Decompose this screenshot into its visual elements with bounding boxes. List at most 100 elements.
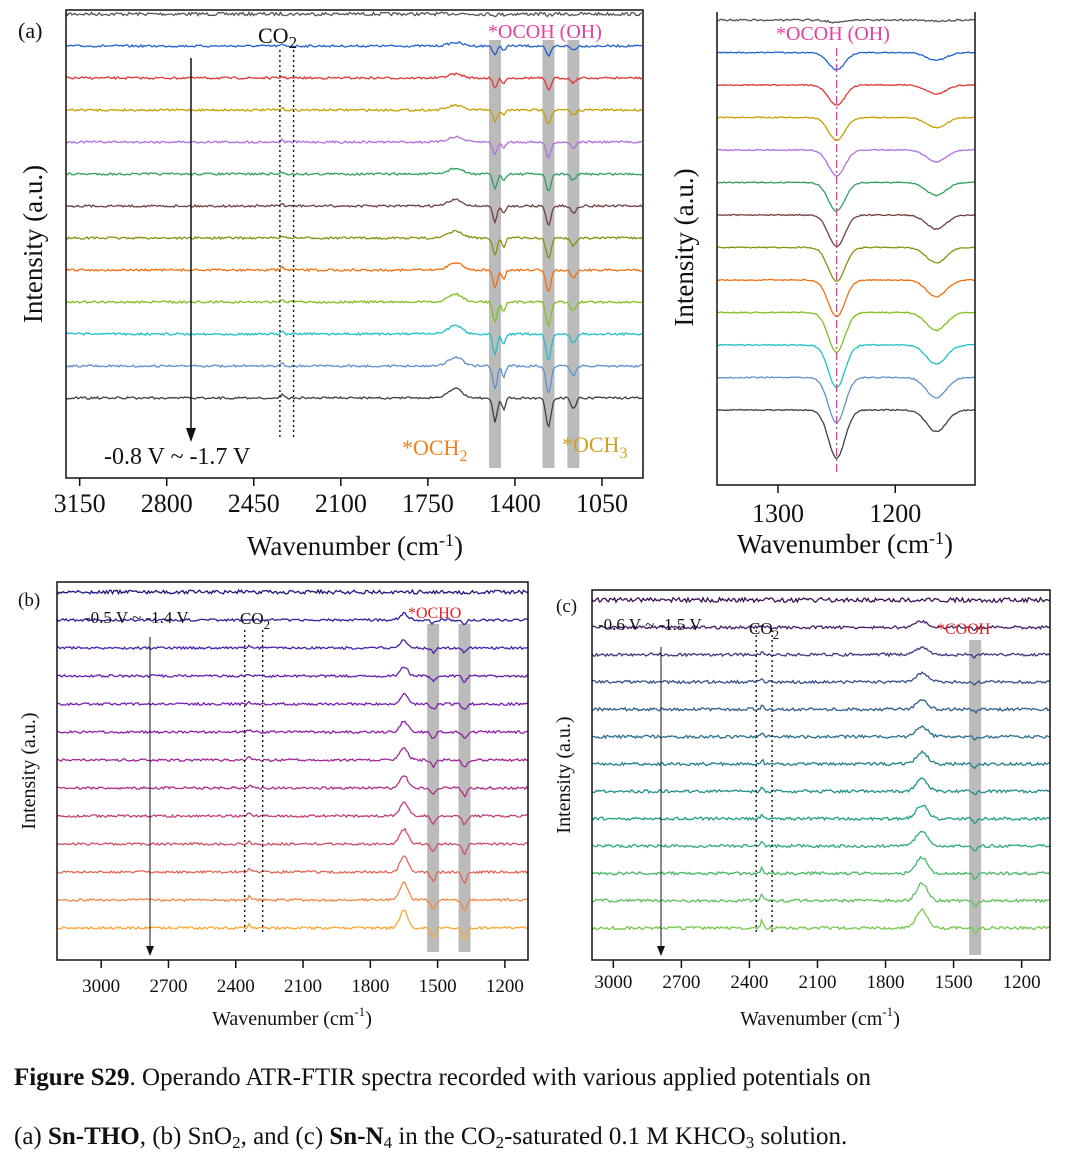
caption-sub: 3 <box>745 1133 755 1152</box>
spectrum-trace <box>716 311 976 354</box>
spectrum-trace <box>716 408 976 459</box>
arrow-head <box>146 946 154 956</box>
spectrum-trace <box>591 619 1050 632</box>
spectrum-trace <box>65 135 643 159</box>
spectrum-trace <box>65 72 643 91</box>
caption-line-1: Figure S29. Operando ATR-FTIR spectra re… <box>14 1063 871 1093</box>
x-axis-label: Wavenumber (cm-1) <box>737 528 953 559</box>
spectrum-trace <box>65 229 643 260</box>
co2-label-b: CO2 <box>240 609 270 632</box>
caption-sub: 4 <box>383 1133 393 1152</box>
spectrum-trace <box>591 645 1050 659</box>
cooh-label: *COOH <box>937 621 991 638</box>
spectrum-trace <box>716 376 976 424</box>
spectrum-trace <box>716 116 976 141</box>
subscript: 3 <box>619 445 627 462</box>
spectrum-trace <box>716 83 976 106</box>
caption-rest2: -saturated 0.1 M KHCO <box>504 1123 746 1150</box>
subscript: 2 <box>264 617 271 632</box>
y-axis-label: Intensity (a.u.) <box>18 165 48 323</box>
x-tick-label: 2100 <box>798 972 836 993</box>
spectrum-trace <box>591 907 1050 935</box>
caption-sub: 2 <box>495 1133 505 1152</box>
arrow-head <box>186 428 196 442</box>
spectrum-trace <box>56 611 529 626</box>
x-tick-label: 1300 <box>752 499 804 528</box>
spectrum-trace <box>56 639 529 655</box>
co2-label-a: CO2 <box>258 23 297 52</box>
spectrum-trace <box>57 827 529 856</box>
panel-label: (a) <box>18 18 42 43</box>
spectrum-trace <box>591 698 1050 715</box>
spectrum-trace <box>65 261 643 293</box>
spectrum-trace <box>56 666 529 683</box>
plot-frame <box>591 589 1051 961</box>
x-tick-label: 3150 <box>54 489 106 518</box>
caption-a: (a) <box>14 1123 48 1150</box>
spectrum-trace <box>716 51 976 71</box>
spectrum-trace <box>56 720 529 739</box>
spectrum-trace <box>56 855 529 885</box>
caption-figure-label: Figure S29 <box>14 1064 130 1091</box>
spectrum-trace <box>65 386 642 428</box>
plot-frame <box>56 581 529 961</box>
superscript: -1 <box>354 1004 365 1019</box>
subscript: 2 <box>459 448 467 465</box>
co2-label-c: CO2 <box>749 619 779 642</box>
spectrum-trace <box>65 198 643 227</box>
superscript: -1 <box>929 528 944 548</box>
y-axis-label: Intensity (a.u.) <box>18 712 40 829</box>
spectrum-trace <box>56 746 529 769</box>
spectrum-trace <box>56 909 529 940</box>
y-axis-label: Intensity (a.u.) <box>553 716 575 833</box>
x-tick-label: 3000 <box>82 976 120 997</box>
spectrum-trace <box>592 881 1050 908</box>
x-tick-label: 2700 <box>662 972 700 993</box>
x-tick-label: 1400 <box>489 489 541 518</box>
panel-label: (b) <box>18 590 40 611</box>
caption-rest3: solution. <box>754 1123 848 1150</box>
spectrum-trace <box>56 801 529 826</box>
spectrum-trace <box>591 749 1050 770</box>
superscript: -1 <box>439 530 454 550</box>
x-tick-label: 1500 <box>935 972 973 993</box>
x-axis-label: Wavenumber (cm-1) <box>740 1004 900 1030</box>
x-tick-label: 1200 <box>869 499 921 528</box>
x-tick-label: 1750 <box>402 489 454 518</box>
och2-label: *OCH2 <box>402 435 467 465</box>
x-tick-label: 1050 <box>576 489 628 518</box>
caption-sn-n4: Sn-N <box>329 1123 384 1150</box>
superscript: -1 <box>882 1004 893 1019</box>
spectrum-trace <box>591 671 1050 686</box>
potential-range-label-b: -0.5 V ~ -1.4 V <box>85 608 189 627</box>
paren: ) <box>365 1008 372 1030</box>
highlight-band <box>567 40 580 468</box>
caption-sub: 2 <box>232 1133 241 1152</box>
spectrum-trace <box>56 588 529 596</box>
x-tick-label: 3000 <box>594 972 632 993</box>
x-tick-label: 2400 <box>217 976 255 997</box>
caption-rest: in the CO <box>392 1123 496 1150</box>
x-tick-label: 2100 <box>284 976 322 997</box>
spectrum-trace <box>56 775 529 798</box>
spectrum-trace <box>591 855 1050 881</box>
highlight-band <box>969 640 982 955</box>
caption-line-2: (a) Sn-THO, (b) SnO2, and (c) Sn-N4 in t… <box>14 1122 847 1158</box>
caption-b: , (b) SnO <box>139 1123 233 1150</box>
x-tick-label: 1200 <box>486 976 524 997</box>
spectrum-trace <box>716 148 976 177</box>
spectrum-trace <box>591 830 1050 852</box>
subscript: 2 <box>289 33 298 52</box>
spectrum-trace <box>56 692 529 711</box>
spectrum-trace <box>65 355 643 394</box>
spectrum-trace <box>716 18 976 24</box>
spectrum-trace <box>65 167 643 192</box>
spectrum-trace <box>65 41 643 58</box>
x-axis-label: Wavenumber (cm-1) <box>247 530 463 561</box>
x-tick-label: 1500 <box>419 976 457 997</box>
ocoh-label: *OCOH (OH) <box>488 21 602 43</box>
spectrum-trace <box>591 777 1050 796</box>
frame-mask <box>716 8 977 12</box>
spectrum-trace <box>716 343 976 389</box>
